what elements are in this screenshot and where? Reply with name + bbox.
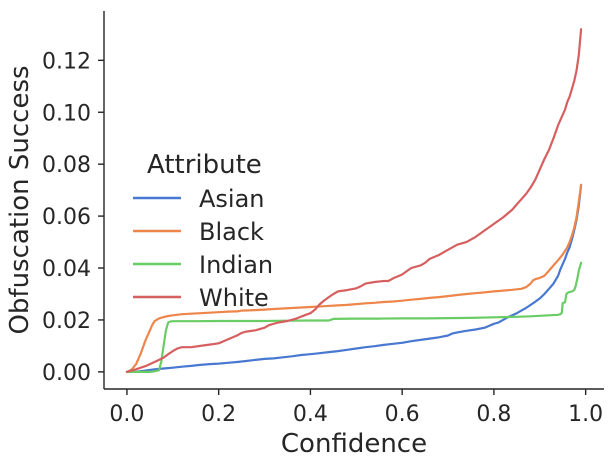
- legend-layer: Asian Black Indian White: [133, 185, 273, 312]
- series-line-black: [125, 183, 583, 373]
- x-tick-label: 0.6: [385, 402, 420, 427]
- series-layer: [125, 28, 583, 373]
- x-axis-label: Confidence: [281, 429, 427, 459]
- y-tick-label: 0.06: [42, 205, 91, 230]
- legend-label-white: White: [199, 284, 269, 312]
- legend-label-indian: Indian: [199, 251, 273, 279]
- axes-layer: 0.0 0.2 0.4 0.6 0.8 1.0 0.00 0.02 0.04 0.06 0.08 0.…: [42, 11, 604, 427]
- x-tick-label: 0.4: [293, 402, 328, 427]
- x-tick-label: 0.2: [201, 402, 236, 427]
- y-axis-label: Obfuscation Success: [5, 65, 35, 334]
- x-tick-label: 1.0: [568, 402, 603, 427]
- y-tick-label: 0.08: [42, 153, 91, 178]
- series-line-indian: [125, 261, 583, 373]
- legend-label-asian: Asian: [199, 185, 265, 213]
- y-tick-label: 0.02: [42, 309, 91, 334]
- x-tick-label: 0.0: [109, 402, 144, 427]
- series-line-white: [125, 28, 583, 373]
- y-tick-label: 0.12: [42, 49, 91, 74]
- legend-title: Attribute: [147, 150, 262, 180]
- y-tick-label: 0.10: [42, 101, 91, 126]
- y-tick-label: 0.00: [42, 361, 91, 386]
- series-line-asian: [125, 183, 583, 373]
- y-tick-label: 0.04: [42, 257, 91, 282]
- x-tick-label: 0.8: [476, 402, 511, 427]
- legend-label-black: Black: [199, 218, 264, 246]
